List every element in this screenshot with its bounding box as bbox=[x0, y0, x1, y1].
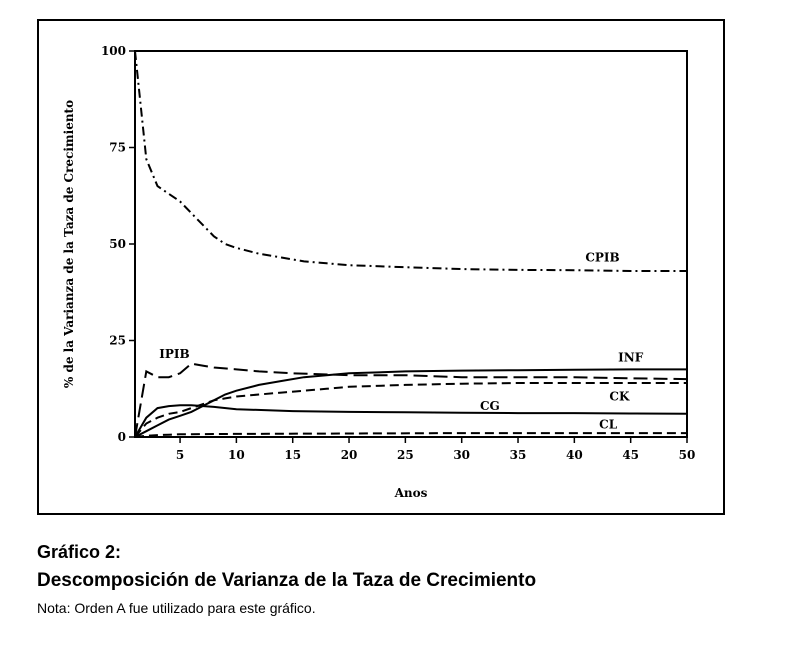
x-tick-label: 20 bbox=[341, 448, 358, 462]
series-label-cg: CG bbox=[480, 399, 500, 413]
x-tick-label: 25 bbox=[397, 448, 414, 462]
y-tick-label: 0 bbox=[118, 430, 126, 444]
chart-frame: 0 25 50 75 100 5 10 15 20 25 30 35 40 45 50 Anos % de la… bbox=[37, 19, 725, 515]
series-line-cg bbox=[134, 404, 688, 438]
y-tick-label: 75 bbox=[109, 141, 126, 155]
series-label-inf: INF bbox=[618, 351, 644, 365]
y-tick-label: 25 bbox=[109, 334, 126, 348]
series-label-ck: CK bbox=[609, 389, 630, 403]
chart: 0 25 50 75 100 5 10 15 20 25 30 35 40 45 50 Anos % de la… bbox=[62, 44, 696, 500]
x-tick-label: 45 bbox=[622, 448, 639, 462]
series-line-ipib bbox=[134, 362, 688, 438]
figure-label: Gráfico 2: bbox=[37, 542, 122, 562]
series-label-cl: CL bbox=[599, 418, 618, 432]
series-line-inf bbox=[134, 368, 687, 438]
series-label-ipib: IPIB bbox=[159, 347, 189, 361]
y-axis-label: % de la Varianza de la Taza de Crecimien… bbox=[62, 100, 76, 388]
x-tick-label: 30 bbox=[453, 448, 470, 462]
x-tick-label: 10 bbox=[228, 448, 245, 462]
x-tick-label: 50 bbox=[679, 448, 696, 462]
x-axis-label: Anos bbox=[394, 486, 428, 500]
y-tick-label: 100 bbox=[101, 44, 126, 58]
y-tick-label: 50 bbox=[109, 237, 126, 251]
x-tick-label: 40 bbox=[566, 448, 583, 462]
series-line-cpib bbox=[134, 50, 687, 272]
x-tick-label: 35 bbox=[510, 448, 527, 462]
x-tick-label: 15 bbox=[284, 448, 301, 462]
x-tick-label: 5 bbox=[176, 448, 184, 462]
figure-note: Nota: Orden A fue utilizado para este gr… bbox=[37, 600, 316, 616]
series-label-cpib: CPIB bbox=[585, 250, 619, 264]
series-line-ck bbox=[134, 382, 687, 438]
series-line-cl bbox=[134, 432, 687, 438]
plot-area bbox=[134, 50, 688, 438]
figure-title: Descomposición de Varianza de la Taza de… bbox=[37, 570, 537, 591]
